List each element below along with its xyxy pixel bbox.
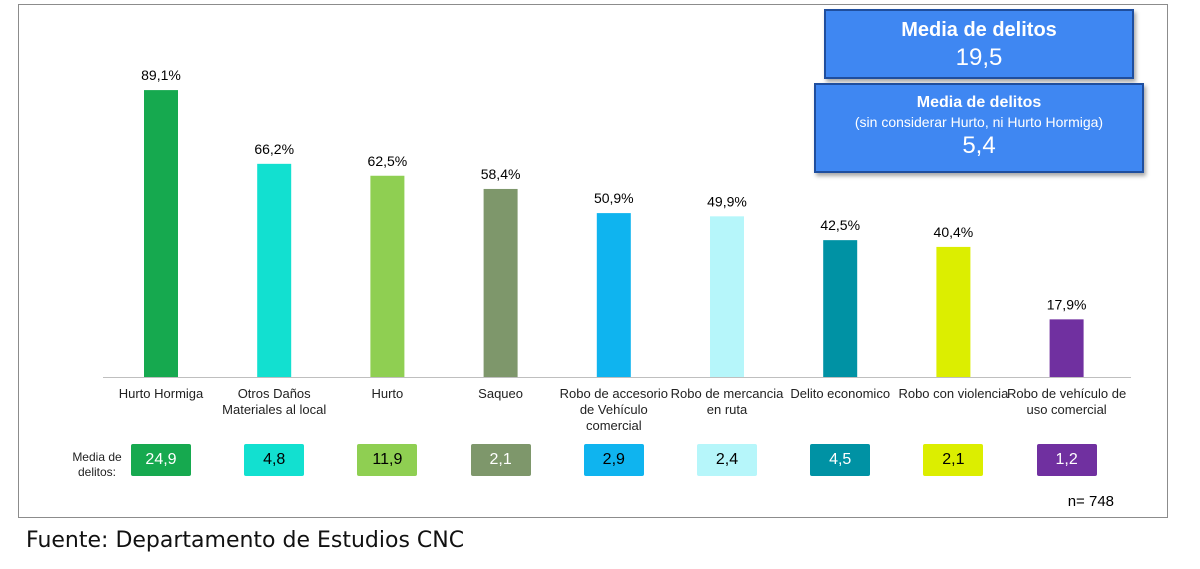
category-label: Delito economico	[790, 386, 891, 401]
category-label: Otros Daños Materiales al local	[222, 386, 327, 417]
summary-adjusted-title: Media de delitos	[916, 94, 1042, 111]
media-value-box: 2,1	[923, 444, 984, 476]
bar-value-label: 49,9%	[707, 193, 747, 209]
bar-value-label: 62,5%	[368, 153, 408, 169]
summary-box-adjusted: Media de delitos (sin considerar Hurto, …	[814, 83, 1144, 173]
media-value-box: 4,5	[810, 444, 871, 476]
bar	[596, 213, 631, 377]
category-label: Robo de accesorio de Vehículo comercial	[559, 386, 668, 433]
media-value-box: 2,4	[697, 444, 757, 476]
media-value-box: 4,8	[244, 444, 305, 476]
category-label: Robo de vehículo de uso comercial	[1006, 386, 1127, 417]
bar	[710, 216, 744, 377]
summary-box-total: Media de delitos 19,5	[824, 9, 1134, 79]
media-value-box: 11,9	[357, 444, 418, 476]
bar-value-label: 66,2%	[254, 141, 294, 157]
summary-adjusted-subtitle: (sin considerar Hurto, ni Hurto Hormiga)	[854, 114, 1104, 130]
chart-frame: 89,1% 66,2% 62,5% 58,4% 50,9% 49,9% 42,5% 40,4%…	[18, 4, 1168, 518]
bar-value-label: 17,9%	[1047, 296, 1087, 312]
media-value-box: 24,9	[131, 444, 191, 476]
media-value-box: 1,2	[1036, 444, 1097, 476]
bar	[144, 90, 178, 378]
source-caption: Fuente: Departamento de Estudios CNC	[26, 528, 465, 553]
bar	[823, 240, 858, 377]
bar-value-label: 58,4%	[481, 166, 521, 182]
bar-value-label: 50,9%	[594, 190, 634, 206]
media-label: Media de delitos:	[72, 450, 122, 479]
category-label: Robo de mercancia en ruta	[670, 386, 784, 417]
bar-value-label: 89,1%	[141, 67, 181, 83]
media-value-box: 2,9	[583, 444, 644, 476]
category-label: Robo con violencia	[898, 386, 1009, 401]
summary-total-value: 19,5	[955, 44, 1003, 71]
category-label: Hurto Hormiga	[118, 386, 204, 401]
bar	[936, 246, 971, 377]
media-value-box: 2,1	[470, 444, 531, 476]
summary-adjusted-value: 5,4	[962, 132, 996, 159]
bar-value-label: 40,4%	[934, 224, 974, 240]
sample-size: n= 748	[1067, 493, 1114, 510]
summary-total-title: Media de delitos	[901, 19, 1057, 41]
bar	[483, 188, 518, 377]
bar-chart: 89,1% 66,2% 62,5% 58,4% 50,9% 49,9% 42,5% 40,4%…	[103, 67, 1131, 378]
bar-value-label: 42,5%	[820, 217, 860, 233]
bar	[1049, 319, 1084, 377]
bar	[370, 175, 405, 377]
category-label: Hurto	[371, 386, 404, 401]
bar	[257, 163, 292, 377]
category-label: Saqueo	[478, 386, 523, 401]
